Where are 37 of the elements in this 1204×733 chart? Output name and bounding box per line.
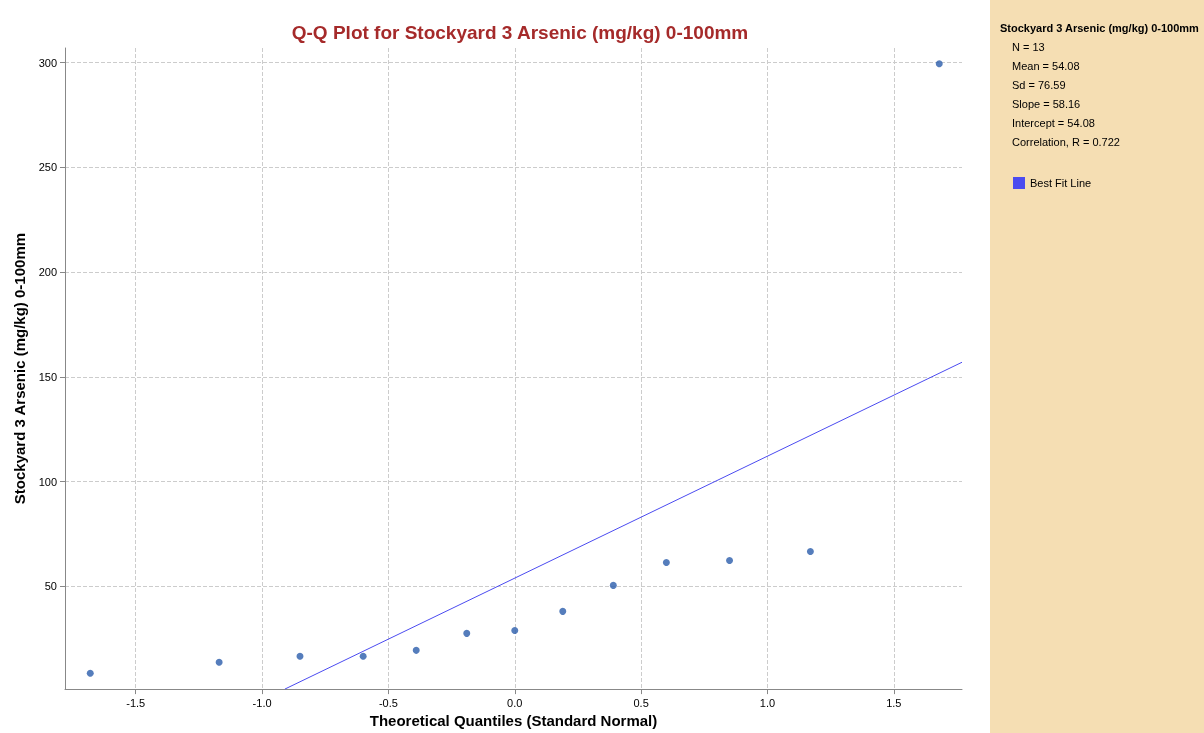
point [662, 559, 670, 567]
point [559, 607, 567, 615]
x-axis-title: Theoretical Quantiles (Standard Normal) [369, 712, 658, 729]
point [215, 658, 223, 666]
x-tick-label: -0.5 [378, 696, 398, 709]
point [296, 652, 304, 660]
x-tick-label: 1.0 [759, 696, 776, 709]
point [412, 646, 420, 654]
y-tick-label: 50 [44, 580, 57, 593]
y-axis-title: Stockyard 3 Arsenic (mg/kg) 0-100mm [11, 232, 28, 505]
text: Correlation, R = 0.722 [1012, 135, 1120, 148]
x-tick-label: -1.0 [252, 696, 272, 709]
point [609, 581, 617, 589]
point [806, 547, 814, 555]
text: Sd = 76.59 [1012, 78, 1066, 91]
y-tick-label: 200 [38, 266, 57, 279]
chart-title: Q-Q Plot for Stockyard 3 Arsenic (mg/kg) 0-100mm [291, 22, 749, 43]
point [463, 629, 471, 637]
point [935, 60, 943, 68]
point [726, 556, 734, 564]
point [86, 669, 94, 677]
y-tick-label: 250 [38, 161, 57, 174]
legend-title: Stockyard 3 Arsenic (mg/kg) 0-100mm [1000, 21, 1200, 34]
legend-label: Best Fit Line [1030, 177, 1092, 189]
x-tick-label: 0.0 [507, 696, 523, 709]
point [511, 626, 519, 634]
text: Intercept = 54.08 [1012, 116, 1095, 129]
y-tick-label: 100 [38, 475, 57, 488]
y-tick-label: 300 [38, 56, 57, 69]
x-tick-label: -1.5 [126, 696, 146, 709]
x-tick-label: 0.5 [633, 696, 649, 709]
x-tick-label: 1.5 [886, 696, 902, 709]
text: Slope = 58.16 [1012, 97, 1081, 110]
text: N = 13 [1012, 40, 1045, 53]
y-tick-label: 150 [38, 370, 57, 383]
point [359, 652, 367, 660]
text: Mean = 54.08 [1012, 59, 1080, 72]
